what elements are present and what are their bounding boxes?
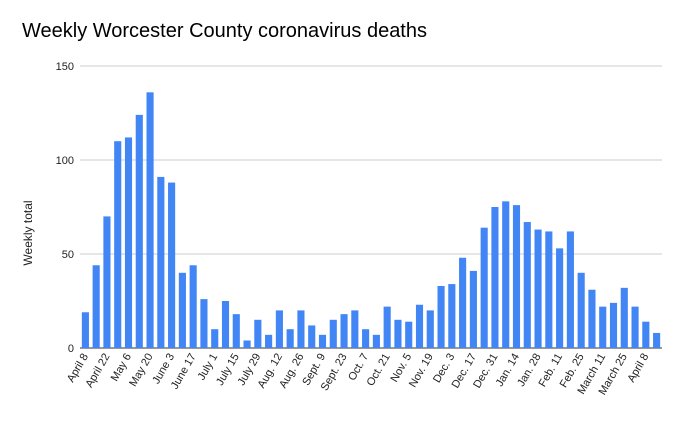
bar <box>383 306 391 348</box>
bar <box>146 92 154 348</box>
bar <box>254 319 262 348</box>
bar <box>103 216 111 348</box>
bar <box>631 306 639 348</box>
bar <box>340 314 348 348</box>
bars <box>81 92 661 348</box>
bar <box>232 314 240 348</box>
bar <box>512 205 521 348</box>
bar <box>286 329 294 348</box>
bar <box>469 270 477 348</box>
y-tick-label: 100 <box>56 155 74 167</box>
bar <box>394 319 402 348</box>
bar <box>545 231 553 348</box>
bar <box>534 229 542 348</box>
bar <box>415 304 424 348</box>
bar <box>556 248 564 348</box>
bar <box>426 310 434 348</box>
bar <box>221 301 230 348</box>
bar <box>200 299 208 348</box>
bar <box>480 227 488 348</box>
bar <box>588 289 596 348</box>
bar <box>178 272 186 348</box>
chart-title: Weekly Worcester County coronavirus deat… <box>22 20 427 42</box>
bar <box>308 325 316 348</box>
bar <box>81 312 89 348</box>
bar <box>362 329 370 348</box>
bar <box>577 272 585 348</box>
x-tick-label: April 8 <box>625 352 651 385</box>
bar <box>297 310 305 348</box>
bar <box>114 141 122 348</box>
bar <box>599 306 607 348</box>
bar <box>265 334 273 348</box>
bar <box>189 265 197 348</box>
y-axis-title: Weekly total <box>21 200 35 265</box>
bar <box>523 222 531 348</box>
bar <box>459 257 467 348</box>
bar <box>437 285 445 348</box>
bar <box>372 334 380 348</box>
y-tick-labels: 0 50 100 150 <box>56 61 74 355</box>
y-tick-label: 50 <box>62 249 74 261</box>
bar <box>124 137 133 348</box>
bar <box>653 332 661 348</box>
bar <box>642 321 650 348</box>
bar <box>168 182 176 348</box>
bar <box>318 334 327 348</box>
bar <box>405 321 413 348</box>
y-tick-label: 0 <box>68 343 74 355</box>
bar <box>620 287 628 348</box>
bar <box>502 201 510 348</box>
bar <box>329 319 337 348</box>
bar <box>275 310 283 348</box>
bar <box>609 302 618 348</box>
y-tick-label: 150 <box>56 61 74 73</box>
bar <box>211 329 219 348</box>
bar <box>243 340 251 348</box>
bar <box>566 231 574 348</box>
bar <box>157 176 165 348</box>
bar <box>448 284 456 348</box>
bar <box>351 310 359 348</box>
bar <box>135 114 143 348</box>
grid-lines <box>80 65 662 349</box>
bar <box>92 265 100 348</box>
bar <box>491 207 499 348</box>
